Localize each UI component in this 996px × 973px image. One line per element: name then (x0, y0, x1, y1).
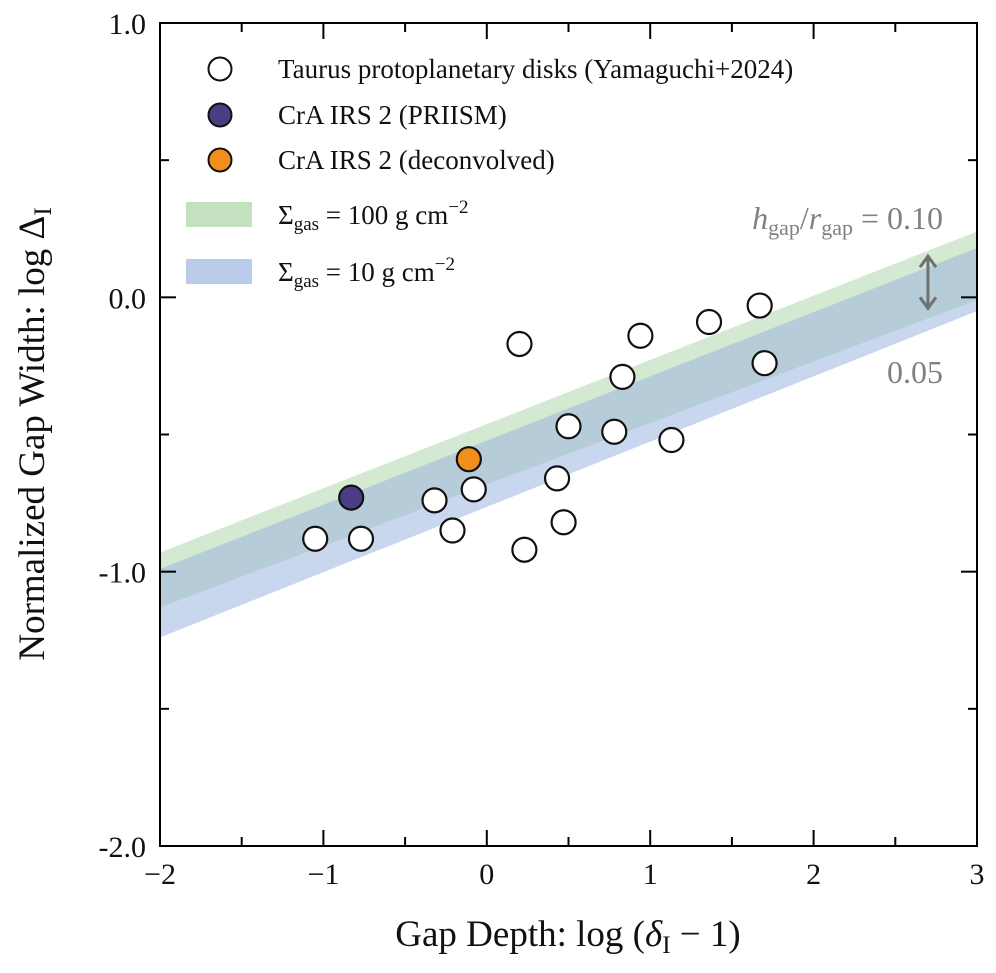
point-series-0 (460, 476, 487, 503)
x-tick-label: −2 (144, 858, 176, 891)
legend-marker-deconvolved (207, 147, 233, 173)
point-series-0 (439, 517, 466, 544)
plot-frame (159, 22, 978, 847)
annotation-upper: hgap/rgap = 0.10 (752, 200, 943, 240)
point-series-0 (347, 525, 375, 552)
point-series-0 (601, 418, 628, 445)
legend-label-taurus: Taurus protoplanetary disks (Yamaguchi+2… (278, 54, 793, 84)
legend-marker-priism (207, 102, 233, 128)
point-series-0 (506, 330, 533, 358)
legend-swatch-sigma100 (186, 202, 252, 227)
legend-swatch-sigma10 (186, 259, 252, 284)
axis-ticks: −2 −1 0 1 2 3 1.0 0.0 -1.0 -2.0 (99, 8, 985, 891)
y-tick-label: 1.0 (109, 8, 147, 41)
point-series-0 (543, 465, 571, 492)
point-series-0 (421, 487, 448, 514)
legend: Taurus protoplanetary disks (Yamaguchi+2… (186, 54, 793, 292)
y-tick-label: 0.0 (109, 282, 147, 315)
legend-label-priism: CrA IRS 2 (PRIISM) (278, 100, 507, 130)
x-tick-label: −1 (307, 858, 339, 891)
legend-label-deconvolved: CrA IRS 2 (deconvolved) (278, 145, 555, 175)
y-tick-label: -1.0 (99, 557, 147, 590)
x-axis-label: Gap Depth: log (δI − 1) (395, 914, 740, 959)
point-series-0 (550, 509, 577, 536)
annotation-lower: 0.05 (887, 354, 943, 390)
arrow-head-up (918, 253, 938, 269)
x-tick-label: 3 (970, 858, 985, 891)
point-series-0 (751, 350, 778, 377)
point-series-2 (455, 446, 482, 473)
point-series-1 (338, 484, 365, 511)
point-series-0 (511, 536, 538, 563)
legend-marker-taurus (207, 56, 233, 82)
point-series-0 (627, 322, 654, 349)
y-axis-label: Normalized Gap Width: log ΔI (12, 207, 57, 660)
x-tick-label: 0 (479, 858, 494, 891)
point-series-0 (658, 426, 685, 454)
point-series-0 (609, 363, 636, 390)
legend-label-sigma10: Σgas = 10 g cm−2 (278, 254, 455, 292)
band-sigma10 (160, 247, 977, 638)
x-tick-label: 1 (643, 858, 658, 891)
range-arrow (918, 253, 938, 311)
legend-label-sigma100: Σgas = 100 g cm−2 (278, 197, 469, 235)
point-series-0 (746, 292, 773, 319)
y-tick-label: -2.0 (99, 831, 147, 864)
arrow-head-down (918, 296, 938, 311)
point-series-0 (302, 525, 329, 552)
data-points (302, 292, 778, 563)
point-series-0 (555, 413, 582, 440)
point-series-0 (695, 308, 723, 336)
x-tick-label: 2 (806, 858, 821, 891)
